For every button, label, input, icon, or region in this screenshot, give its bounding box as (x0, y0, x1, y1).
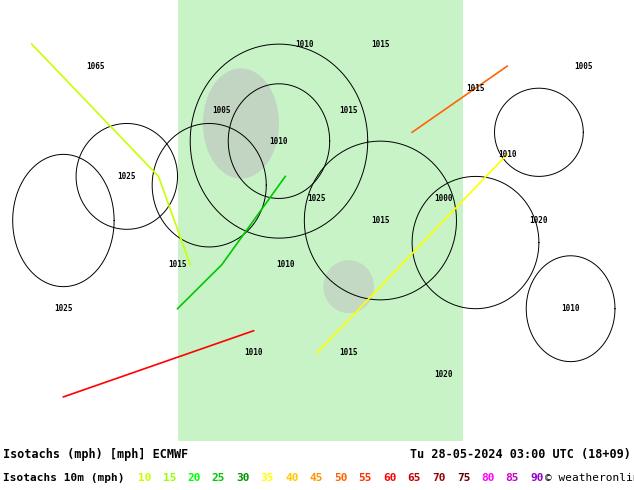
Text: 1025: 1025 (307, 194, 327, 203)
Text: 1015: 1015 (339, 348, 358, 357)
Text: 35: 35 (261, 473, 275, 483)
Text: 30: 30 (236, 473, 250, 483)
Text: 1010: 1010 (561, 304, 580, 313)
Text: 1015: 1015 (339, 106, 358, 115)
Text: 1015: 1015 (371, 216, 390, 225)
Text: Isotachs (mph) [mph] ECMWF: Isotachs (mph) [mph] ECMWF (3, 447, 188, 461)
Text: 60: 60 (383, 473, 397, 483)
Text: 90: 90 (530, 473, 544, 483)
Text: 1010: 1010 (244, 348, 263, 357)
Text: 1025: 1025 (54, 304, 73, 313)
Text: 85: 85 (506, 473, 519, 483)
Text: 10: 10 (138, 473, 152, 483)
Text: 15: 15 (163, 473, 176, 483)
Text: Isotachs 10m (mph): Isotachs 10m (mph) (3, 473, 124, 483)
Text: 1025: 1025 (117, 172, 136, 181)
Text: 1010: 1010 (276, 260, 295, 269)
Text: 1015: 1015 (466, 84, 485, 93)
Text: 1010: 1010 (269, 137, 288, 146)
Text: © weatheronline.co.uk: © weatheronline.co.uk (545, 473, 634, 483)
Text: 70: 70 (432, 473, 446, 483)
Text: 1020: 1020 (434, 370, 453, 379)
Text: 1000: 1000 (434, 194, 453, 203)
Text: 1010: 1010 (295, 40, 314, 49)
Text: 1010: 1010 (498, 150, 517, 159)
Text: 80: 80 (481, 473, 495, 483)
Text: 50: 50 (334, 473, 348, 483)
Text: 40: 40 (285, 473, 299, 483)
Text: Tu 28-05-2024 03:00 UTC (18+09): Tu 28-05-2024 03:00 UTC (18+09) (410, 447, 631, 461)
Text: 1065: 1065 (86, 62, 105, 71)
Text: 55: 55 (359, 473, 372, 483)
Text: 45: 45 (310, 473, 323, 483)
Text: 1015: 1015 (371, 40, 390, 49)
Text: 1015: 1015 (168, 260, 187, 269)
Bar (178, 0, 463, 441)
Text: 65: 65 (408, 473, 421, 483)
Text: 1005: 1005 (574, 62, 593, 71)
Text: 75: 75 (456, 473, 470, 483)
Text: 1020: 1020 (529, 216, 548, 225)
Text: 25: 25 (212, 473, 225, 483)
Ellipse shape (203, 69, 279, 179)
Text: 20: 20 (187, 473, 201, 483)
Ellipse shape (323, 260, 374, 313)
Text: 1005: 1005 (212, 106, 231, 115)
